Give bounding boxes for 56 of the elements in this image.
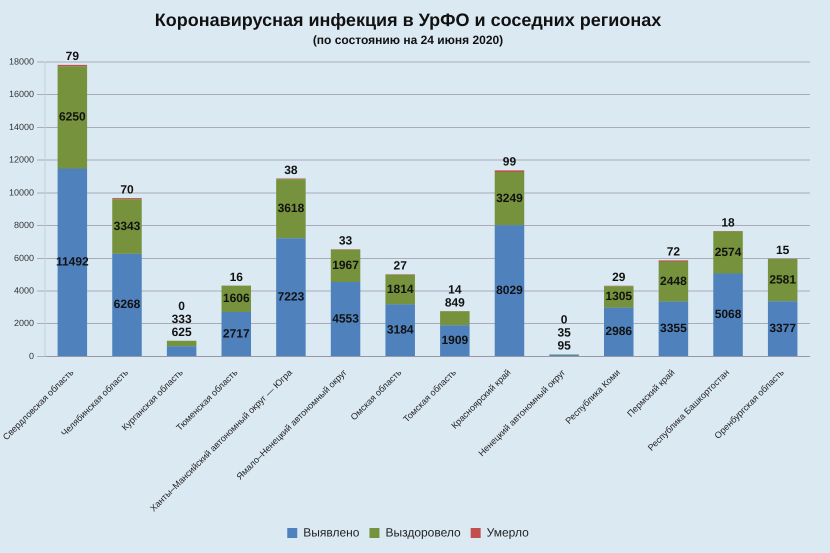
data-label: 0	[560, 312, 568, 327]
data-label: 7223	[278, 289, 305, 304]
legend-label: Выздоровело	[385, 525, 461, 540]
y-tick-label: 18000	[8, 56, 34, 66]
data-label: 79	[66, 49, 80, 64]
data-label: 38	[284, 162, 298, 177]
data-label: 3618	[278, 201, 305, 216]
data-label: 6268	[114, 297, 141, 312]
data-label: 4553	[332, 311, 360, 326]
data-label: 35	[557, 326, 572, 340]
y-tick-label: 10000	[8, 187, 34, 198]
legend-label: Выявлено	[303, 525, 360, 540]
data-label: 333	[172, 312, 192, 326]
data-label: 8029	[496, 282, 524, 297]
data-label: 1967	[332, 258, 360, 272]
data-label: 1814	[386, 282, 414, 296]
data-label: 18	[721, 215, 736, 230]
chart-title: Коронавирусная инфекция в УрФО и соседних регионах	[154, 10, 662, 30]
data-label: 3355	[660, 321, 688, 336]
data-label: 15	[776, 243, 790, 258]
data-label: 95	[557, 338, 572, 353]
y-tick-label: 2000	[14, 318, 34, 328]
y-tick-label: 12000	[8, 154, 34, 165]
data-label: 70	[120, 182, 134, 196]
y-tick-label: 14000	[8, 122, 34, 132]
data-label: 3343	[114, 218, 141, 233]
data-label: 2574	[714, 244, 742, 259]
data-label: 16	[230, 270, 244, 284]
data-label: 72	[666, 244, 680, 259]
data-label: 2581	[769, 272, 796, 286]
data-label: 5068	[714, 307, 742, 322]
data-label: 625	[172, 325, 192, 340]
data-label: 27	[394, 258, 408, 273]
data-label: 2448	[660, 274, 688, 288]
data-label: 2717	[222, 326, 250, 340]
data-label: 849	[444, 295, 466, 310]
chart-subtitle: (по состоянию на 24 июня 2020)	[312, 33, 504, 48]
y-tick-label: 4000	[14, 286, 34, 296]
data-label: 3377	[769, 320, 796, 335]
legend-label: Умерло	[486, 525, 530, 540]
data-label: 1606	[222, 291, 250, 306]
y-tick-label: 6000	[14, 252, 34, 263]
data-label: 14	[448, 282, 462, 296]
data-label: 1305	[605, 289, 632, 304]
y-tick-label: 16000	[8, 89, 34, 100]
data-label: 29	[612, 270, 626, 284]
data-label: 0	[178, 299, 186, 314]
data-label: 3184	[386, 322, 414, 336]
data-label: 2986	[605, 324, 632, 338]
data-label: 99	[502, 154, 516, 169]
y-tick-label: 8000	[14, 220, 34, 230]
data-label: 3249	[496, 190, 524, 205]
data-label: 6250	[58, 110, 86, 124]
y-tick-label: 0	[29, 350, 34, 361]
data-label: 33	[338, 234, 353, 248]
data-label: 1909	[441, 332, 469, 347]
